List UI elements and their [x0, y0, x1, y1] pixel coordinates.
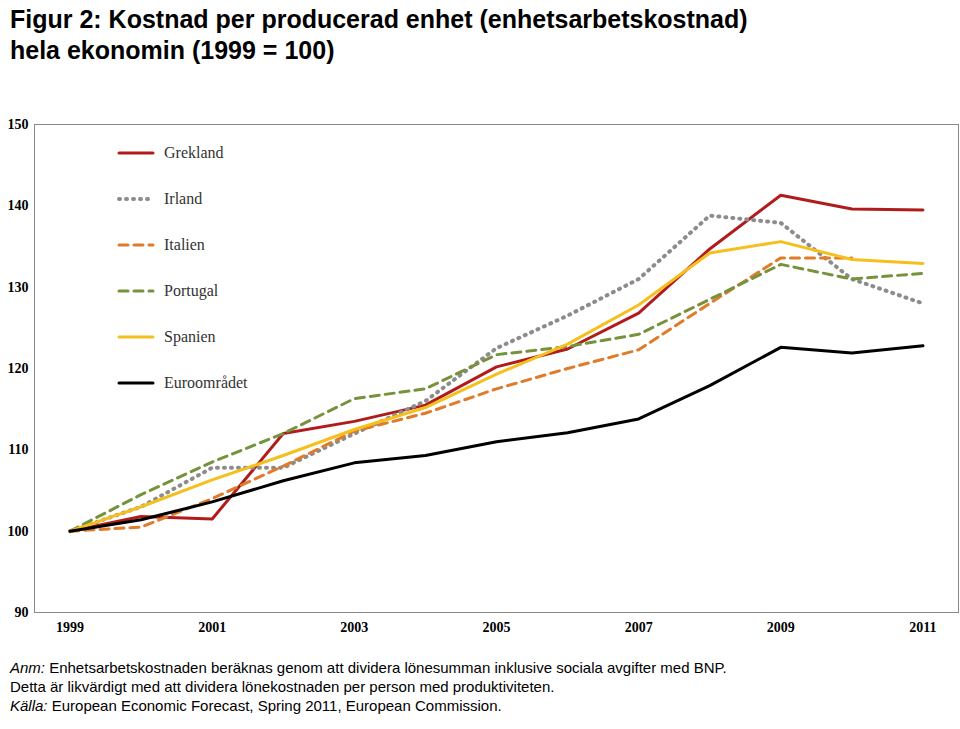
html-text:Euroområdet: Euroområdet [164, 374, 248, 391]
svg-text:140: 140 [8, 198, 29, 213]
svg-text:2003: 2003 [340, 620, 368, 635]
svg-text:2009: 2009 [767, 620, 795, 635]
svg-text:2007: 2007 [625, 620, 653, 635]
html-text:Italien: Italien [164, 236, 205, 253]
html-text:Figur 2: Kostnad per producera: Figur 2: Kostnad per producerad enhet (e… [10, 5, 748, 64]
svg-text:1999: 1999 [56, 620, 84, 635]
svg-text:2001: 2001 [198, 620, 226, 635]
svg-text:110: 110 [8, 442, 28, 457]
svg-text:2005: 2005 [483, 620, 511, 635]
html-text:Irland: Irland [164, 190, 203, 207]
svg-text:130: 130 [8, 280, 29, 295]
html-text:Anm: Enhetsarbetskostnaden ber: Anm: Enhetsarbetskostnaden beräknas geno… [10, 659, 727, 676]
html-text:Grekland: Grekland [164, 144, 224, 161]
svg-text:150: 150 [8, 117, 29, 132]
svg-text:100: 100 [8, 524, 29, 539]
html-text:Källa: European Economic Forec: Källa: European Economic Forecast, Sprin… [10, 697, 502, 714]
svg-text:2011: 2011 [909, 620, 936, 635]
svg-text:120: 120 [8, 361, 29, 376]
svg-text:90: 90 [15, 605, 29, 620]
html-text:Portugal: Portugal [164, 282, 219, 299]
html-text:Spanien: Spanien [164, 328, 216, 345]
html-text:Detta är likvärdigt med att di: Detta är likvärdigt med att dividera lön… [10, 678, 555, 695]
